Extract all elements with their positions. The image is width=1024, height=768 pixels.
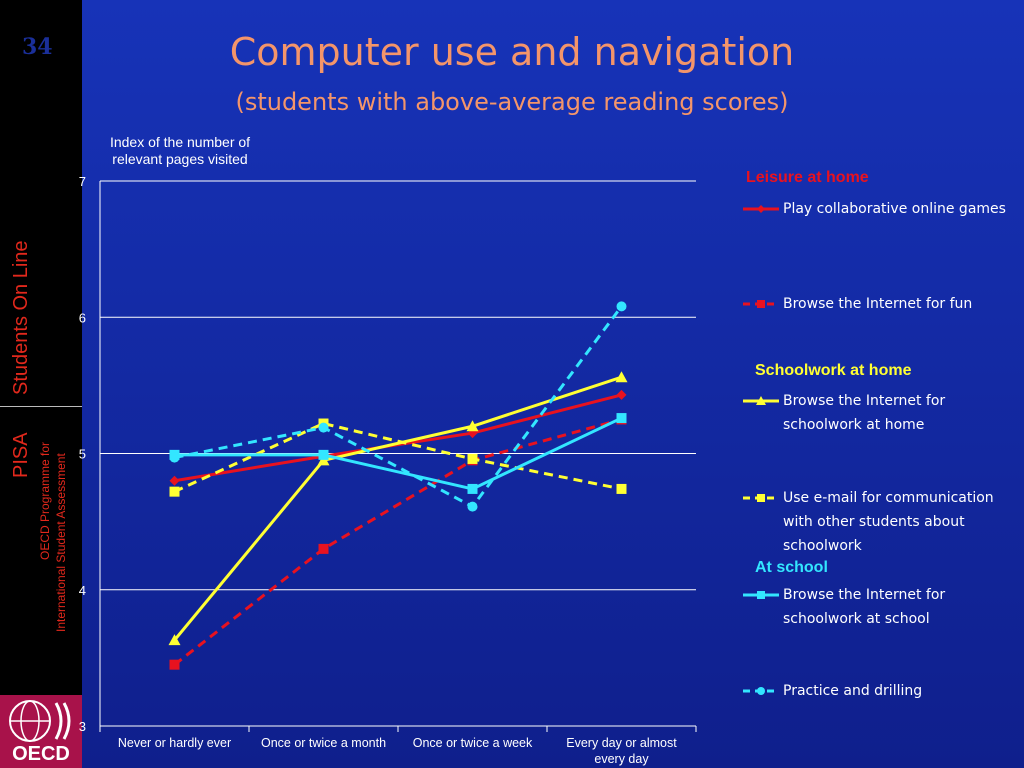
x-tick-label: Once or twice a week	[413, 736, 533, 750]
x-tick-label: Once or twice a month	[261, 736, 386, 750]
logo-text: OECD	[12, 743, 70, 765]
data-point	[615, 371, 628, 383]
legend-group-title: Schoolwork at home	[755, 362, 912, 379]
data-point	[318, 422, 329, 433]
data-point	[467, 483, 478, 494]
data-point	[467, 501, 478, 512]
legend-symbol	[743, 687, 779, 695]
legend-label: Browse the Internet for schoolwork at ho…	[783, 393, 946, 433]
y-axis-label: Index of the number of relevant pages vi…	[109, 134, 251, 167]
series-line-2	[173, 375, 622, 642]
y-tick-label: 7	[79, 174, 86, 189]
y-tick-label: 4	[79, 583, 86, 598]
sidebar-divider	[0, 406, 82, 407]
legend-symbol	[743, 494, 779, 502]
legend-label: Browse the Internet for schoolwork at sc…	[783, 587, 946, 627]
series-line-1	[173, 417, 622, 666]
y-tick-label: 5	[79, 447, 86, 462]
slide-number: 34	[22, 34, 53, 60]
legend-label: Play collaborative online games	[783, 201, 1006, 217]
data-point	[169, 452, 180, 463]
data-point	[467, 453, 478, 464]
legend-label: Use e-mail for communication with other …	[783, 490, 994, 554]
y-tick-label: 6	[79, 310, 86, 325]
data-point	[616, 413, 627, 424]
globe-icon	[9, 700, 71, 742]
chart-title: Computer use and navigation	[229, 30, 795, 74]
data-point	[169, 475, 180, 486]
legend-group-title: Leisure at home	[746, 169, 869, 186]
data-point	[169, 486, 180, 497]
data-point	[616, 483, 627, 494]
series-line-3	[173, 421, 622, 494]
legend-symbol	[743, 205, 779, 213]
legend-label: Practice and drilling	[783, 683, 923, 699]
legend-group-title: At school	[755, 559, 828, 576]
x-tick-label: Never or hardly ever	[118, 736, 231, 750]
legend-symbol	[743, 396, 779, 405]
series-line-4	[174, 416, 623, 491]
data-point	[168, 634, 181, 646]
legend-symbol	[743, 300, 779, 308]
data-point	[466, 420, 479, 432]
legend-label: Browse the Internet for fun	[783, 296, 973, 312]
series-line-0	[174, 393, 622, 483]
series-line-5	[174, 305, 623, 509]
chart-subtitle: (students with above-average reading sco…	[235, 88, 789, 116]
data-point	[318, 543, 329, 554]
data-point	[318, 449, 329, 460]
sidebar: 34 Students On Line PISA OECD Programme …	[0, 0, 82, 768]
y-tick-label: 3	[79, 719, 86, 734]
data-point	[616, 389, 627, 400]
data-point	[169, 659, 180, 670]
x-tick-label: Every day or almost every day	[566, 736, 677, 766]
data-point	[616, 301, 627, 312]
legend-symbol	[743, 591, 779, 599]
oecd-logo: OECD	[0, 695, 82, 768]
